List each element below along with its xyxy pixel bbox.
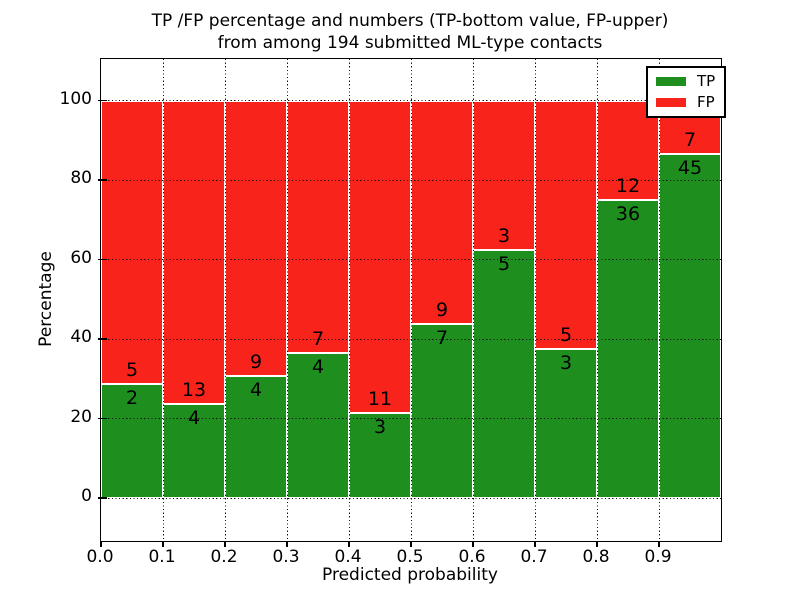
y-tick-20 — [98, 417, 107, 420]
bar-label-tp-2: 4 — [249, 378, 263, 401]
bar-label-fp-1: 13 — [181, 379, 207, 402]
legend-item-tp: TP — [656, 74, 715, 89]
y-tick-label-20: 20 — [70, 406, 92, 427]
gridline-x-0.3 — [286, 59, 288, 541]
bar-fp-6 — [473, 100, 535, 250]
bar-label-tp-5: 7 — [435, 327, 449, 350]
legend-swatch-fp — [656, 98, 686, 107]
x-tick-label-0.6: 0.6 — [458, 547, 486, 567]
bar-fp-1 — [163, 100, 225, 405]
x-tick-label-0.2: 0.2 — [210, 547, 238, 567]
bar-label-tp-4: 3 — [373, 415, 387, 438]
bar-tp-3 — [287, 353, 349, 498]
bar-label-tp-0: 2 — [125, 387, 139, 410]
x-tick-0.4 — [348, 541, 350, 547]
legend-label-fp: FP — [697, 93, 715, 111]
x-tick-label-0.1: 0.1 — [148, 547, 176, 567]
x-axis-label: Predicted probability — [322, 565, 498, 585]
x-tick-0.1 — [162, 541, 164, 547]
x-tick-0.5 — [410, 541, 412, 547]
bar-fp-2 — [225, 100, 287, 376]
bar-label-fp-2: 9 — [249, 350, 263, 373]
y-tick-60 — [98, 258, 107, 261]
bar-label-tp-1: 4 — [187, 407, 201, 430]
chart-title-line-2: from among 194 submitted ML-type contact… — [217, 33, 603, 53]
x-tick-label-0.0: 0.0 — [86, 547, 114, 567]
x-tick-label-0.9: 0.9 — [644, 547, 672, 567]
y-tick-label-40: 40 — [70, 327, 92, 347]
plot-area: TP FP 5 2 13 4 9 4 7 4 11 3 9 7 3 5 5 3 12 36 7 45 — [98, 58, 727, 547]
bar-tp-6 — [473, 249, 535, 498]
bar-label-fp-9: 7 — [683, 129, 697, 151]
bar-fp-4 — [349, 100, 411, 413]
gridline-x-0.8 — [596, 59, 598, 541]
bar-fp-5 — [411, 100, 473, 325]
x-tick-0.2 — [224, 541, 226, 547]
bar-tp-9 — [659, 154, 721, 498]
bar-label-tp-8: 36 — [615, 202, 641, 225]
chart-title-line-1: TP /FP percentage and numbers (TP-bottom… — [151, 11, 669, 31]
bar-label-tp-3: 4 — [311, 356, 325, 379]
bar-label-fp-4: 11 — [367, 387, 393, 410]
bar-tp-1 — [163, 404, 225, 498]
x-tick-label-0.8: 0.8 — [582, 547, 610, 567]
gridline-x-0.6 — [472, 59, 474, 541]
x-tick-0.0 — [100, 541, 102, 547]
x-tick-label-0.7: 0.7 — [520, 547, 548, 567]
bar-label-fp-5: 9 — [435, 299, 449, 322]
gridline-x-0.5 — [410, 59, 412, 541]
gridline-x-0.2 — [224, 59, 226, 541]
bar-label-fp-6: 3 — [497, 224, 511, 247]
y-tick-100 — [98, 99, 107, 102]
bar-tp-2 — [225, 375, 287, 498]
x-tick-0.7 — [534, 541, 536, 547]
legend-box: TP FP — [646, 66, 727, 118]
y-tick-40 — [98, 338, 107, 340]
y-tick-label-0: 0 — [81, 486, 92, 506]
x-tick-label-0.5: 0.5 — [396, 547, 424, 567]
bar-label-fp-3: 7 — [311, 328, 325, 351]
x-tick-label-0.4: 0.4 — [334, 547, 362, 567]
x-tick-0.9 — [658, 541, 660, 547]
bar-fp-0 — [101, 100, 163, 385]
x-tick-0.8 — [596, 541, 598, 547]
x-tick-0.6 — [472, 541, 474, 547]
y-tick-label-80: 80 — [70, 168, 92, 188]
y-tick-label-60: 60 — [70, 247, 92, 268]
bar-tp-7 — [535, 348, 597, 498]
gridline-x-0.7 — [534, 59, 536, 541]
bar-label-fp-7: 5 — [559, 323, 573, 346]
legend-swatch-tp — [656, 77, 686, 86]
x-tick-label-0.3: 0.3 — [272, 547, 300, 567]
bar-label-fp-0: 5 — [125, 359, 139, 382]
bar-label-fp-8: 12 — [615, 174, 641, 197]
y-tick-0 — [98, 497, 107, 499]
gridline-x-0.4 — [348, 59, 350, 541]
gridline-x-0.9 — [658, 59, 660, 541]
chart-title: TP /FP percentage and numbers (TP-bottom… — [100, 10, 720, 54]
legend-label-tp: TP — [697, 72, 716, 90]
gridline-x-0.1 — [162, 59, 164, 541]
bar-tp-4 — [349, 412, 411, 498]
bar-label-tp-6: 5 — [497, 252, 511, 275]
bar-label-tp-7: 3 — [559, 351, 573, 374]
bar-fp-7 — [535, 100, 597, 349]
bar-tp-8 — [597, 199, 659, 498]
bar-fp-3 — [287, 100, 349, 354]
legend-item-fp: FP — [656, 95, 715, 110]
x-tick-0.3 — [286, 541, 288, 547]
y-tick-80 — [98, 179, 107, 181]
bar-label-tp-9: 45 — [677, 157, 703, 179]
y-tick-label-100: 100 — [59, 88, 92, 109]
bar-tp-5 — [411, 324, 473, 498]
